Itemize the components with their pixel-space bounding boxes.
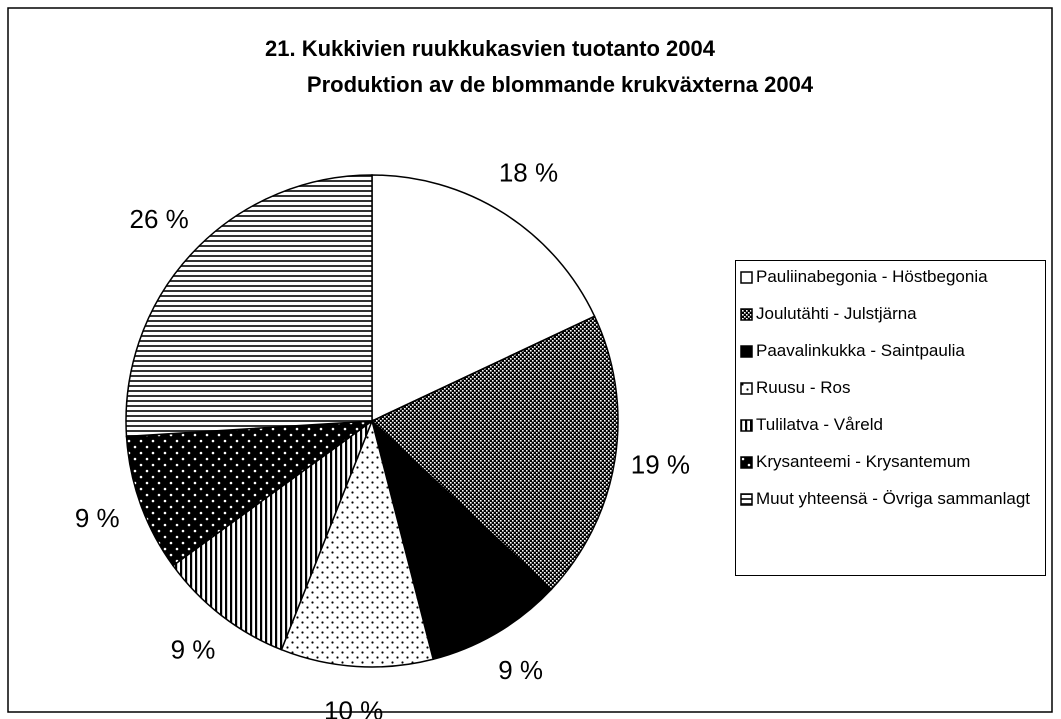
legend-entry: Tulilatva - Våreld (740, 415, 1041, 435)
swatch-box (740, 419, 753, 432)
data-label: 19 % (631, 450, 690, 480)
swatch-box (740, 493, 753, 506)
legend-swatch (740, 271, 753, 284)
legend-swatch (740, 456, 753, 469)
legend-label: Muut yhteensä - Övriga sammanlagt (756, 489, 1031, 508)
pie-slice (171, 418, 374, 651)
legend-entry: Paavalinkukka - Saintpaulia (740, 341, 1041, 361)
pie-slice (125, 174, 373, 438)
legend-label: Tulilatva - Våreld (756, 415, 883, 434)
legend-entry: Pauliinabegonia - Höstbegonia (740, 267, 1041, 287)
legend-swatch (740, 345, 753, 358)
legend-entry: Krysanteemi - Krysantemum (740, 452, 1041, 472)
legend-swatch (740, 493, 753, 506)
legend-label: Pauliinabegonia - Höstbegonia (756, 267, 988, 286)
legend-entry: Joulutähti - Julstjärna (740, 304, 1041, 324)
legend-label: Krysanteemi - Krysantemum (756, 452, 971, 471)
data-label: 18 % (499, 157, 558, 187)
swatch-box (740, 382, 753, 395)
legend-swatch (740, 419, 753, 432)
chart-title: 21. Kukkivien ruukkukasvien tuotanto 200… (265, 36, 716, 61)
chart-subtitle: Produktion av de blommande krukväxterna … (307, 72, 814, 97)
legend-label: Joulutähti - Julstjärna (756, 304, 917, 323)
data-label: 26 % (130, 204, 189, 234)
data-label: 9 % (171, 635, 216, 665)
data-label: 9 % (498, 655, 543, 685)
pie-slice (371, 174, 596, 423)
legend-entry: Muut yhteensä - Övriga sammanlagt (740, 489, 1041, 509)
pie-slice (370, 315, 619, 591)
legend-entry: Ruusu - Ros (740, 378, 1041, 398)
legend-label: Paavalinkukka - Saintpaulia (756, 341, 965, 360)
pie-slice (370, 418, 553, 661)
swatch-box (740, 345, 753, 358)
legend-swatch (740, 382, 753, 395)
legend-swatch (740, 308, 753, 321)
pie-slice (125, 420, 375, 567)
data-label: 10 % (324, 695, 383, 719)
chart-border (7, 7, 1053, 713)
legend: Pauliinabegonia - Höstbegonia Joulutähti … (735, 260, 1046, 576)
data-label: 9 % (75, 503, 120, 533)
swatch-box (740, 271, 753, 284)
swatch-box (740, 456, 753, 469)
legend-label: Ruusu - Ros (756, 378, 851, 397)
swatch-box (740, 308, 753, 321)
pie-slice (280, 418, 435, 668)
